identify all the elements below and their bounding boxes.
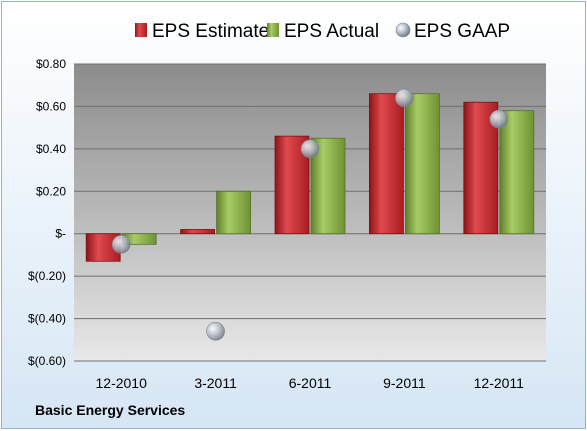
eps-estimate-bar — [180, 229, 216, 235]
y-tick-label: $(0.60) — [28, 354, 66, 368]
legend-eps-actual-swatch — [267, 23, 279, 37]
x-category-label: 12-2010 — [96, 375, 148, 391]
y-tick-label: $(0.20) — [28, 269, 66, 283]
eps-gaap-marker — [111, 235, 131, 254]
x-category-label: 3-2011 — [194, 375, 237, 391]
legend-eps-estimate-swatch — [135, 23, 147, 37]
y-tick-label: $0.40 — [36, 142, 66, 156]
legend-eps-gaap-label: EPS GAAP — [414, 21, 510, 42]
y-tick-label: $(0.40) — [28, 312, 66, 326]
x-category-label: 6-2011 — [289, 375, 332, 391]
legend-eps-actual-label: EPS Actual — [284, 21, 379, 42]
eps-actual-bar — [499, 110, 535, 235]
legend-eps-estimate-label: EPS Estimate — [152, 21, 269, 42]
y-tick-label: $0.60 — [36, 99, 66, 113]
eps-gaap-marker — [206, 321, 225, 341]
eps-actual-bar — [404, 93, 440, 235]
eps-gaap-marker — [395, 88, 414, 108]
eps-gaap-marker — [489, 109, 509, 129]
eps-gaap-marker — [300, 139, 320, 159]
eps-estimate-bar — [463, 101, 499, 235]
eps-actual-bar — [216, 190, 252, 235]
legend-eps-gaap-swatch — [395, 22, 411, 38]
x-category-label: 9-2011 — [383, 375, 426, 391]
eps-estimate-bar — [368, 93, 404, 235]
x-category-label: 12-2011 — [474, 375, 525, 391]
y-tick-label: $- — [55, 227, 66, 241]
y-tick-label: $0.80 — [36, 57, 66, 71]
y-tick-label: $0.20 — [36, 184, 66, 198]
company-name: Basic Energy Services — [35, 402, 186, 418]
